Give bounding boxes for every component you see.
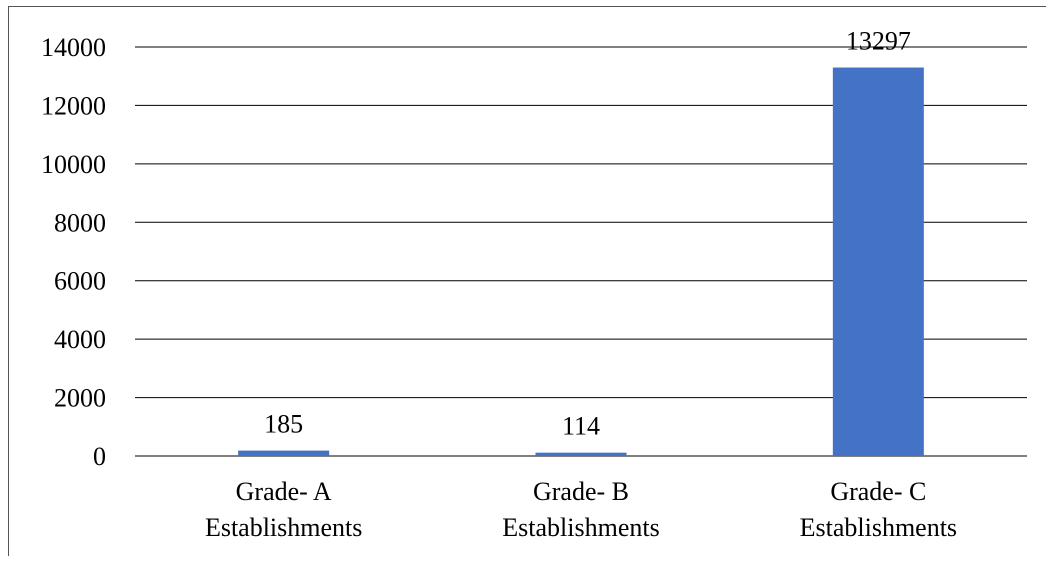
y-tick-label: 4000 bbox=[54, 325, 106, 354]
x-category-label: Establishments bbox=[205, 513, 362, 542]
y-tick-label: 0 bbox=[93, 442, 106, 471]
bar bbox=[238, 450, 330, 456]
x-category-label: Grade- B bbox=[533, 477, 629, 506]
y-axis-ticks: 0 2000 4000 6000 8000 10000 12000 14000 bbox=[41, 33, 106, 471]
x-category-label: Grade- A bbox=[236, 477, 332, 506]
y-tick-label: 6000 bbox=[54, 267, 106, 296]
bar bbox=[535, 452, 627, 456]
bars bbox=[238, 67, 924, 456]
data-label: 114 bbox=[562, 412, 600, 441]
chart-frame bbox=[8, 6, 1046, 556]
x-category-label: Establishments bbox=[800, 513, 957, 542]
y-tick-label: 8000 bbox=[54, 208, 106, 237]
data-label: 185 bbox=[264, 410, 303, 439]
y-tick-label: 12000 bbox=[41, 91, 106, 120]
y-tick-label: 2000 bbox=[54, 384, 106, 413]
x-category-label: Establishments bbox=[502, 513, 659, 542]
data-labels: 185 114 13297 bbox=[264, 27, 911, 441]
y-tick-label: 14000 bbox=[41, 33, 106, 62]
x-category-label: Grade- C bbox=[830, 477, 926, 506]
y-tick-label: 10000 bbox=[41, 150, 106, 179]
x-axis-categories: Grade- A Establishments Grade- B Establishm… bbox=[205, 477, 957, 542]
data-label: 13297 bbox=[846, 27, 911, 56]
bar bbox=[832, 67, 924, 456]
